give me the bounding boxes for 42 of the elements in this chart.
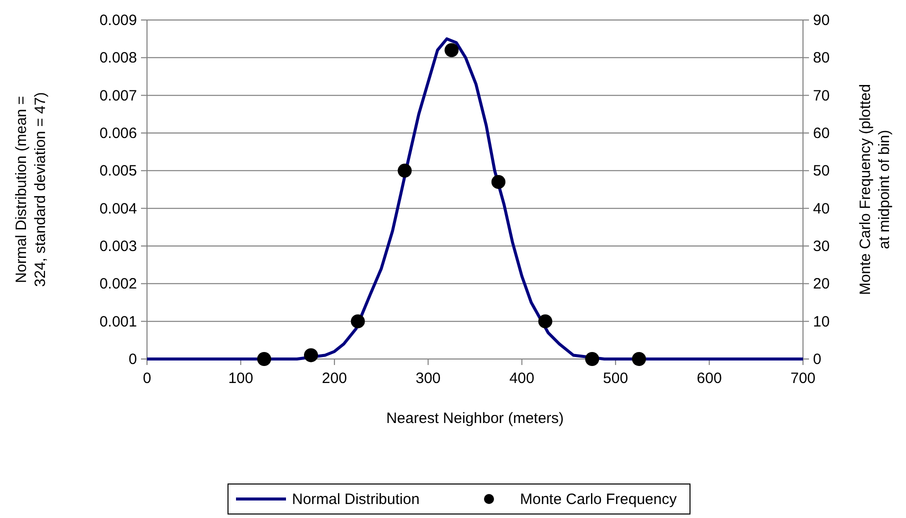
point (538, 314, 552, 328)
legend-label: Monte Carlo Frequency (520, 491, 678, 508)
point (398, 164, 412, 178)
y2-tick-label: 40 (813, 200, 830, 218)
y-tick-label: 0.008 (99, 50, 137, 67)
point (444, 43, 459, 58)
y2-tick-label: 50 (813, 162, 830, 180)
y2-axis-title: Monte Carlo Frequency (plotted at midpoint of bin) (857, 84, 893, 295)
legend-label: Normal Distribution (292, 491, 420, 508)
y2-tick-label: 10 (813, 313, 830, 330)
point (350, 314, 365, 328)
x-tick-label: 300 (416, 370, 441, 387)
y-tick-label: 0.003 (99, 238, 137, 255)
y-tick-label: 0 (128, 351, 137, 368)
x-tick-label: 600 (696, 370, 722, 387)
y2-tick-label: 70 (813, 87, 830, 104)
x-tick-label: 700 (790, 370, 816, 387)
point (304, 348, 318, 362)
y-axis-title: Normal Distribution (mean = 324, standard deviation = 47) (13, 92, 49, 287)
point (632, 352, 646, 366)
y-tick-label: 0.004 (99, 200, 137, 218)
y-tick-label: 0.001 (99, 313, 137, 330)
y2-tick-label: 80 (813, 50, 830, 67)
y-tick-label: 0.009 (99, 12, 137, 29)
y-tick-label: 0.002 (99, 276, 137, 293)
x-tick-label: 0 (142, 370, 152, 387)
y2-tick-label: 90 (813, 12, 830, 29)
x-axis-title: Nearest Neighbor (meters) (386, 410, 564, 427)
point (257, 352, 272, 366)
y2-tick-label: 60 (813, 125, 830, 142)
y-tick-label: 0.005 (99, 162, 137, 180)
y2-tick-label: 0 (813, 351, 822, 368)
x-tick-label: 400 (509, 370, 534, 387)
x-tick-label: 500 (603, 370, 628, 387)
y-tick-label: 0.007 (99, 87, 137, 104)
point (585, 352, 600, 366)
y2-tick-label: 30 (813, 238, 830, 255)
point (491, 174, 506, 189)
y-tick-label: 0.006 (99, 125, 137, 142)
y2-tick-label: 20 (813, 276, 830, 293)
x-tick-label: 100 (228, 370, 254, 387)
x-tick-label: 200 (322, 370, 347, 387)
